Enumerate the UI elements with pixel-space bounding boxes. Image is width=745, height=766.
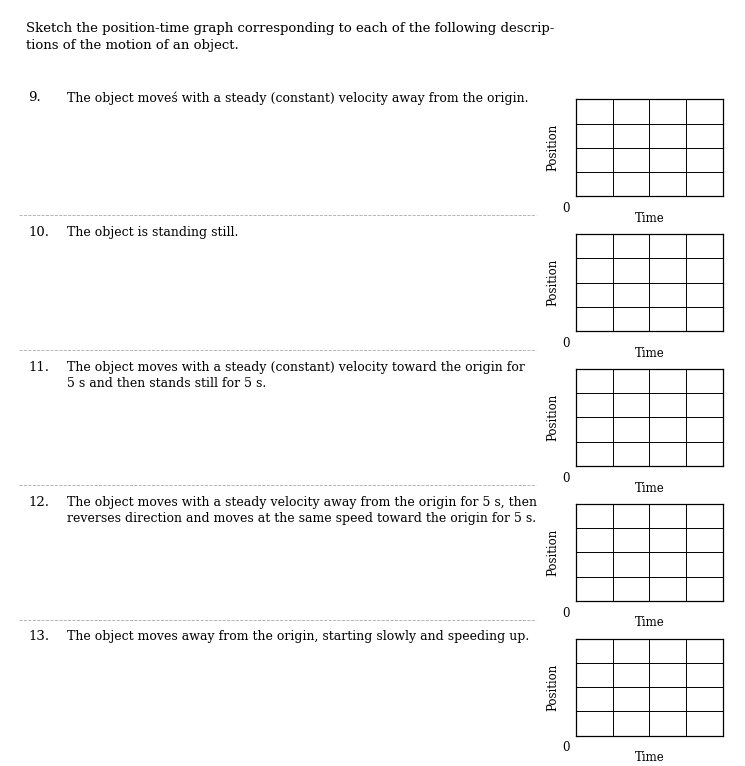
Text: Time: Time — [635, 212, 664, 225]
Text: 0: 0 — [562, 741, 570, 755]
Text: The object moves away from the origin, starting slowly and speeding up.: The object moves away from the origin, s… — [67, 630, 529, 643]
Text: 10.: 10. — [28, 226, 49, 239]
Text: Time: Time — [635, 482, 664, 495]
Text: 0: 0 — [562, 607, 570, 620]
Text: 0: 0 — [562, 202, 570, 215]
Text: Time: Time — [635, 617, 664, 630]
Text: Position: Position — [546, 394, 559, 441]
Text: Position: Position — [546, 529, 559, 576]
Text: 12.: 12. — [28, 496, 49, 509]
Text: Time: Time — [635, 751, 664, 764]
Text: Position: Position — [546, 663, 559, 711]
Text: Sketch the position-time graph corresponding to each of the following descrip-
t: Sketch the position-time graph correspon… — [26, 22, 554, 52]
Text: The object moves with a steady (constant) velocity toward the origin for
5 s and: The object moves with a steady (constant… — [67, 361, 525, 391]
Text: 0: 0 — [562, 337, 570, 350]
Text: The object moveś with a steady (constant) velocity away from the origin.: The object moveś with a steady (constan… — [67, 91, 528, 105]
Text: The object is standing still.: The object is standing still. — [67, 226, 238, 239]
Text: Position: Position — [546, 259, 559, 306]
Text: Position: Position — [546, 124, 559, 172]
Text: The object moves with a steady velocity away from the origin for 5 s, then
rever: The object moves with a steady velocity … — [67, 496, 537, 525]
Text: Time: Time — [635, 347, 664, 360]
Text: 11.: 11. — [28, 361, 49, 374]
Text: 0: 0 — [562, 472, 570, 485]
Text: 13.: 13. — [28, 630, 49, 643]
Text: 9.: 9. — [28, 91, 41, 104]
